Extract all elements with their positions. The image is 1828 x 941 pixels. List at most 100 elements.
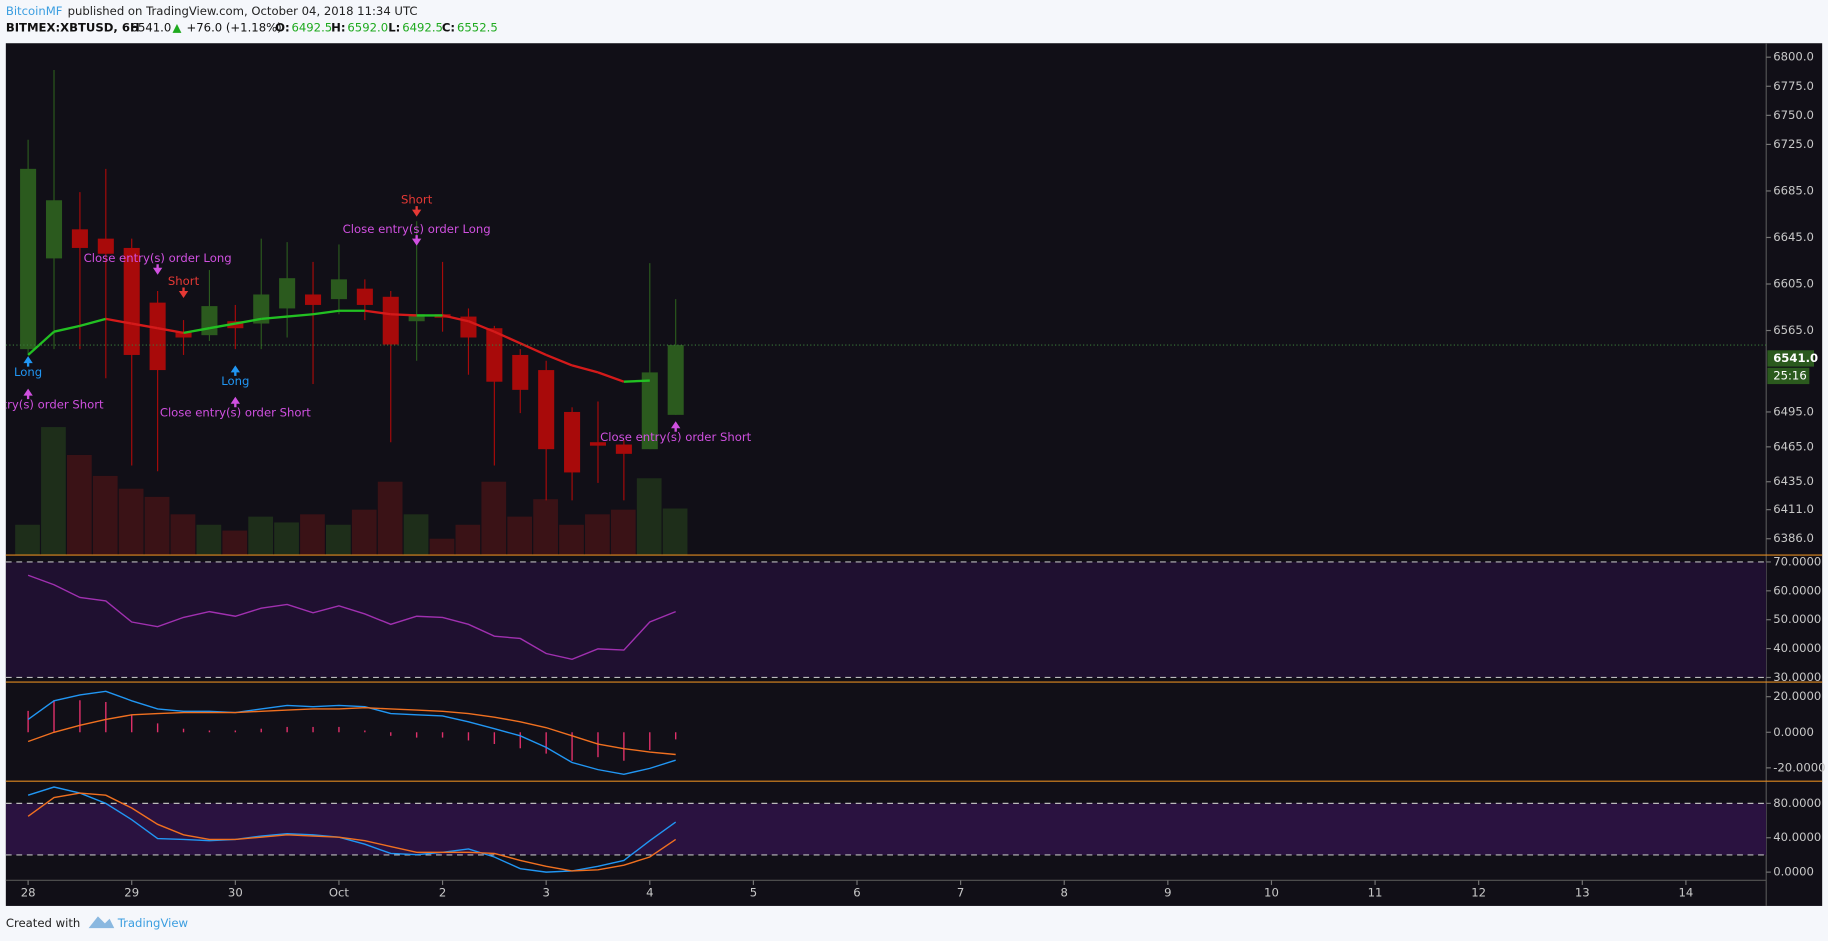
candle-body [45, 200, 63, 259]
y-tick-label: 0.0000 [1773, 725, 1814, 739]
x-tick-label: 5 [750, 886, 757, 900]
volume-bar [507, 516, 533, 556]
y-tick-label: 6775.0 [1773, 79, 1814, 93]
y-tick-label: -20.0000 [1773, 760, 1825, 774]
ma-segment [287, 313, 314, 318]
volume-bar [377, 481, 403, 556]
y-tick-label: 6565.0 [1773, 323, 1814, 337]
volume-bar [610, 509, 636, 556]
y-tick-label: 6386.0 [1773, 531, 1814, 545]
annotation: Close entry(s) order Long [84, 251, 232, 265]
ma-segment [261, 315, 288, 321]
ma-segment [597, 371, 625, 383]
candle-body [564, 411, 581, 473]
x-tick-label: 4 [646, 886, 653, 900]
open-label: O: [275, 21, 290, 35]
y-tick-label: 6645.0 [1773, 230, 1814, 244]
last-price: 6541.0 [131, 21, 172, 35]
volume-bar [41, 427, 66, 556]
annotation-arrow [152, 264, 163, 275]
annotation-arrow [671, 421, 681, 432]
annotation: Short [168, 274, 200, 288]
x-tick-label: 30 [228, 886, 243, 900]
x-tick-label: 13 [1575, 886, 1590, 900]
annotation: Close entry(s) order Short [0, 397, 104, 411]
series-line [27, 690, 676, 775]
candle-body [279, 278, 296, 309]
y-tick-label: 40.0000 [1773, 830, 1821, 844]
volume-bar [15, 524, 40, 556]
candle-body [589, 442, 607, 446]
series-line [27, 786, 677, 873]
ma-segment [623, 379, 650, 383]
ma-segment [571, 364, 599, 374]
candle-body [408, 314, 425, 322]
y-tick-label: 50.0000 [1773, 612, 1821, 626]
annotation-arrow [230, 396, 240, 408]
y-tick-label: 6685.0 [1773, 183, 1814, 197]
volume-bar [92, 475, 118, 556]
band [5, 561, 1767, 678]
x-tick-label: 11 [1368, 886, 1383, 900]
y-tick-label: 80.0000 [1773, 796, 1821, 810]
volume-bar [274, 522, 299, 556]
ma-segment [79, 317, 107, 328]
volume-bar [533, 499, 558, 556]
candle-body [512, 354, 529, 390]
volume-bar [118, 488, 144, 556]
footer-brand[interactable]: TradingView [117, 916, 189, 930]
series-line [27, 707, 676, 756]
x-tick-label: 7 [957, 886, 964, 900]
x-tick-label: 2 [439, 886, 446, 900]
volume-bar [585, 514, 610, 556]
volume-bar [662, 508, 688, 556]
chart-area [5, 43, 1823, 906]
volume-bar [325, 524, 351, 556]
countdown-box [1767, 367, 1810, 385]
volume-bar [351, 509, 377, 556]
annotation: Long [221, 374, 249, 388]
volume-bar [429, 538, 455, 556]
high-label: H: [331, 21, 345, 35]
x-tick-label: 29 [124, 886, 139, 900]
y-tick-label: 0.0000 [1773, 865, 1814, 879]
candle-body [97, 238, 114, 254]
y-tick-label: 30.0000 [1773, 670, 1821, 684]
ma-segment [493, 330, 521, 345]
candle-body [641, 372, 658, 450]
ma-segment [390, 313, 417, 317]
ma-segment [27, 330, 55, 356]
candle-body [201, 306, 218, 336]
price-label: 6541.0 [1773, 351, 1818, 365]
candle-body [538, 370, 555, 450]
ma-segment [235, 317, 262, 325]
x-tick-label: 10 [1264, 886, 1279, 900]
candle-body [71, 229, 88, 248]
y-tick-label: 6435.0 [1773, 474, 1814, 488]
y-tick-label: 6495.0 [1773, 404, 1814, 418]
author[interactable]: BitcoinMF [6, 4, 63, 18]
close-label: C: [442, 21, 455, 35]
series-line [27, 574, 676, 661]
volume-bar [481, 481, 507, 556]
y-tick-label: 60.0000 [1773, 583, 1821, 597]
volume-bar [144, 496, 170, 556]
ma-segment [53, 324, 81, 333]
volume-bar [196, 524, 222, 556]
candle-body [667, 345, 684, 415]
y-tick-label: 6750.0 [1773, 108, 1814, 122]
volume-bar [222, 530, 248, 556]
band [5, 803, 1767, 855]
y-tick-label: 20.0000 [1773, 689, 1821, 703]
annotation-arrow [23, 356, 33, 367]
ma-segment [545, 353, 573, 367]
candle-body [330, 279, 347, 300]
plot: Long Close entry(s) order Short Close entr… [0, 69, 1767, 873]
footer-created: Created with [6, 916, 80, 930]
volume-bar [403, 514, 429, 556]
candle-body [20, 168, 37, 350]
x-tick-label: 8 [1061, 886, 1068, 900]
volume-bar [248, 516, 274, 556]
